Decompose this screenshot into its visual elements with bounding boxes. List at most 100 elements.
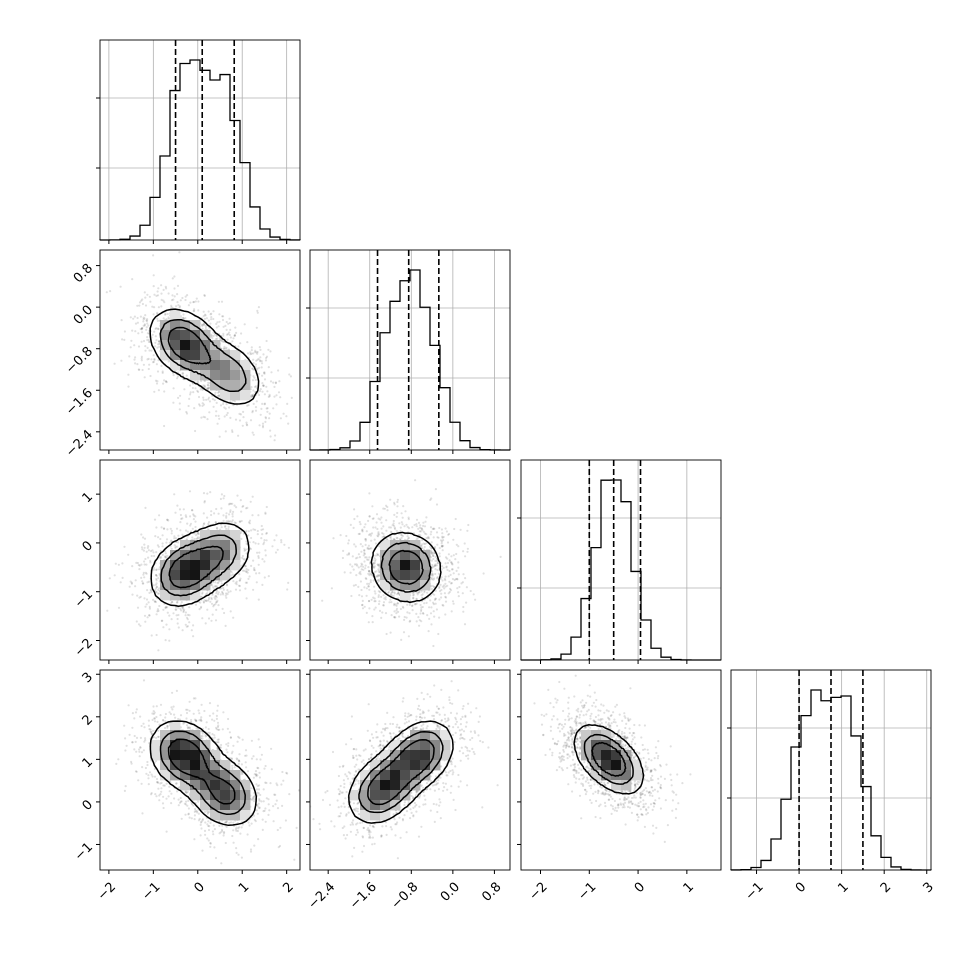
scatter-point: [378, 533, 381, 536]
scatter-point: [143, 543, 146, 546]
scatter-point: [154, 600, 158, 604]
scatter-point: [385, 538, 388, 541]
scatter-point: [371, 517, 374, 520]
scatter-point: [186, 294, 189, 297]
scatter-point: [202, 600, 205, 603]
scatter-point: [263, 371, 266, 374]
scatter-point: [244, 749, 248, 752]
scatter-point: [225, 825, 228, 829]
scatter-point: [356, 556, 359, 559]
scatter-point: [188, 726, 192, 730]
scatter-point: [241, 505, 244, 508]
scatter-point: [451, 568, 454, 571]
scatter-point: [198, 404, 201, 407]
scatter-point: [221, 592, 224, 595]
scatter-point: [206, 387, 209, 390]
scatter-point: [175, 608, 178, 611]
scatter-point: [442, 584, 445, 587]
scatter-point: [206, 599, 210, 602]
scatter-point: [444, 527, 447, 530]
scatter-point: [212, 603, 216, 607]
scatter-point: [285, 415, 288, 418]
scatter-point: [441, 603, 444, 607]
scatter-point: [229, 509, 232, 512]
scatter-point: [237, 853, 240, 856]
scatter-point: [197, 819, 201, 822]
scatter-point: [217, 604, 220, 607]
scatter-point: [432, 557, 435, 561]
scatter-point: [435, 503, 439, 506]
density-cell: [390, 570, 401, 581]
scatter-point: [166, 725, 169, 728]
scatter-point: [434, 597, 437, 600]
density-cell: [380, 540, 391, 551]
scatter-point: [332, 537, 335, 540]
scatter-point: [185, 538, 188, 541]
scatter-point: [430, 551, 433, 554]
scatter-point: [297, 789, 300, 792]
density-cell: [160, 580, 171, 591]
scatter-point: [153, 390, 156, 393]
scatter-point: [421, 539, 424, 542]
scatter-point: [215, 600, 218, 604]
scatter-point: [141, 298, 144, 301]
scatter-point: [270, 747, 273, 750]
density-cell: [220, 550, 231, 561]
scatter-point: [366, 547, 369, 550]
scatter-point: [253, 385, 257, 388]
scatter-point: [166, 528, 169, 531]
scatter-point: [440, 528, 443, 531]
scatter-point: [361, 604, 364, 607]
scatter-point: [170, 600, 173, 604]
scatter-point: [248, 541, 251, 544]
scatter-point: [120, 319, 123, 322]
scatter-point: [153, 767, 156, 771]
scatter-point: [172, 387, 175, 390]
scatter-point: [384, 596, 387, 599]
scatter-point: [155, 568, 158, 572]
scatter-point: [412, 596, 415, 600]
scatter-point: [131, 278, 134, 281]
scatter-point: [177, 304, 180, 307]
scatter-point: [155, 339, 158, 342]
scatter-point: [263, 378, 267, 381]
scatter-point: [448, 559, 451, 562]
scatter-point: [202, 403, 205, 406]
scatter-point: [366, 582, 369, 586]
scatter-point: [191, 386, 194, 390]
scatter-point: [393, 526, 396, 529]
scatter-point: [393, 513, 396, 517]
scatter-point: [256, 309, 259, 312]
scatter-point: [391, 524, 394, 527]
scatter-point: [436, 577, 439, 580]
scatter-point: [148, 363, 151, 366]
density-cell: [170, 320, 181, 331]
scatter-point: [460, 582, 463, 585]
density-cell: [200, 530, 211, 541]
scatter-point: [207, 387, 210, 390]
scatter-point: [463, 623, 467, 626]
scatter-point: [144, 314, 147, 317]
scatter-point: [194, 520, 197, 523]
scatter-point: [451, 600, 455, 603]
scatter-point: [184, 317, 187, 320]
scatter-point: [370, 532, 374, 535]
scatter-point: [166, 726, 169, 729]
scatter-point: [163, 379, 166, 382]
scatter-point: [254, 406, 258, 409]
scatter-point: [204, 416, 207, 419]
scatter-point: [380, 616, 383, 620]
scatter-point: [450, 561, 453, 564]
scatter-point: [416, 537, 419, 540]
scatter-point: [461, 592, 464, 595]
scatter-point: [250, 352, 253, 355]
scatter-point: [158, 604, 161, 608]
scatter-point: [385, 504, 388, 507]
scatter-point: [159, 714, 162, 717]
scatter-point: [192, 300, 196, 304]
scatter-point: [159, 549, 162, 553]
scatter-point: [213, 399, 216, 402]
scatter-point: [221, 607, 224, 610]
scatter-point: [134, 362, 137, 365]
scatter-point: [451, 563, 454, 566]
